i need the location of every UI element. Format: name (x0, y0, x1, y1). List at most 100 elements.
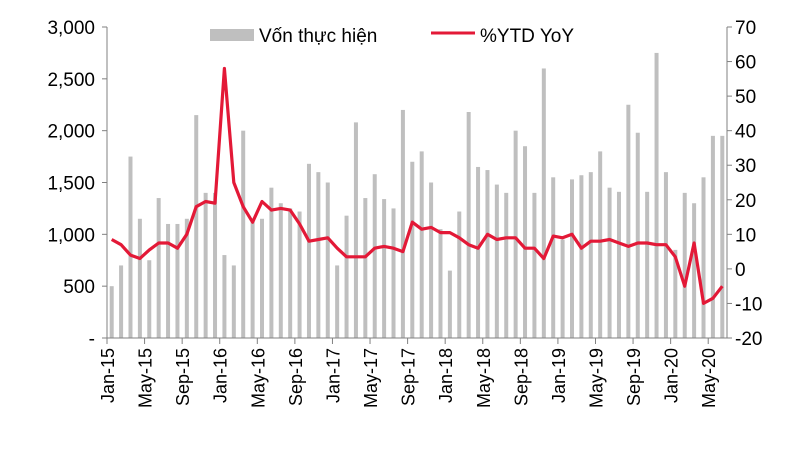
bar (532, 193, 536, 338)
x-tick-label: May-17 (361, 348, 381, 408)
bar (495, 185, 499, 338)
right-tick-label: -10 (735, 294, 762, 315)
bar (598, 151, 602, 338)
bar (476, 167, 480, 338)
x-tick-label: Sep-17 (399, 348, 419, 406)
bar (128, 157, 132, 338)
bar (438, 229, 442, 338)
legend: Vốn thực hiện %YTD YoY (210, 26, 574, 47)
x-tick-label: Jan-18 (436, 348, 456, 403)
x-tick-label: Jan-15 (98, 348, 118, 403)
bar (194, 115, 198, 338)
legend-swatch-bars (210, 29, 254, 41)
x-tick-label: May-20 (699, 348, 719, 408)
left-tick-label: 2,000 (47, 122, 95, 143)
x-tick-label: Jan-16 (211, 348, 231, 403)
bar (382, 199, 386, 338)
bar (326, 183, 330, 339)
bar (279, 203, 283, 338)
left-tick-label: 1,000 (47, 225, 95, 246)
right-tick-label: 20 (735, 191, 756, 212)
bar (617, 192, 621, 338)
bar (514, 131, 518, 338)
bar (429, 183, 433, 339)
bar (655, 53, 659, 338)
x-tick-label: Sep-15 (173, 348, 193, 406)
bar (504, 193, 508, 338)
bar (175, 224, 179, 338)
right-tick-label: 50 (735, 87, 756, 108)
bar (467, 112, 471, 338)
bar (298, 212, 302, 338)
left-tick-label: 500 (63, 277, 95, 298)
bar (345, 216, 349, 338)
bar (626, 105, 630, 338)
bar (636, 133, 640, 338)
bar (147, 260, 151, 338)
x-tick-label: May-19 (586, 348, 606, 408)
bar (213, 193, 217, 338)
bar (542, 68, 546, 338)
left-tick-label: 2,500 (47, 70, 95, 91)
bar (401, 110, 405, 338)
legend-label-line: %YTD YoY (480, 26, 574, 47)
x-tick-label: May-18 (474, 348, 494, 408)
bar (157, 198, 161, 338)
bar (420, 151, 424, 338)
bar (354, 122, 358, 338)
bar (363, 198, 367, 338)
right-tick-label: 10 (735, 225, 756, 246)
bar (589, 172, 593, 338)
bar (335, 265, 339, 338)
bar (457, 212, 461, 338)
bar (110, 286, 114, 338)
bar (551, 177, 555, 338)
x-tick-label: Sep-19 (624, 348, 644, 406)
bar (392, 208, 396, 338)
right-tick-label: 70 (735, 18, 756, 39)
x-tick-label: May-16 (248, 348, 268, 408)
bar (485, 170, 489, 338)
bar (683, 193, 687, 338)
left-tick-label: - (89, 329, 95, 350)
x-tick-label: Sep-16 (286, 348, 306, 406)
bar-series (110, 53, 725, 338)
bar (608, 188, 612, 338)
x-tick-label: Sep-18 (511, 348, 531, 406)
bar (692, 203, 696, 338)
bar (448, 271, 452, 338)
right-tick-label: -20 (735, 329, 762, 350)
x-tick-label: Jan-19 (549, 348, 569, 403)
bar (316, 172, 320, 338)
right-tick-label: 60 (735, 53, 756, 74)
x-tick-label: May-15 (136, 348, 156, 408)
bar (138, 219, 142, 338)
bar (570, 179, 574, 338)
bar (664, 172, 668, 338)
bar (251, 219, 255, 338)
bar (561, 240, 565, 338)
bar (523, 146, 527, 338)
right-tick-label: 40 (735, 122, 756, 143)
ytd-yoy-line (112, 69, 723, 304)
bar (288, 208, 292, 338)
line-series (112, 68, 723, 303)
right-tick-label: 0 (735, 260, 746, 281)
bar (241, 131, 245, 338)
bar (702, 177, 706, 338)
bar (260, 219, 264, 338)
bar (166, 224, 170, 338)
bar (222, 255, 226, 338)
right-tick-label: 30 (735, 156, 756, 177)
x-tick-label: Jan-17 (323, 348, 343, 403)
left-tick-label: 3,000 (47, 18, 95, 39)
bar (645, 192, 649, 338)
bar (119, 265, 123, 338)
bar (204, 193, 208, 338)
bar (232, 265, 236, 338)
bar (711, 136, 715, 338)
bar (373, 174, 377, 338)
left-tick-label: 1,500 (47, 174, 95, 195)
x-tick-label: Jan-20 (662, 348, 682, 403)
